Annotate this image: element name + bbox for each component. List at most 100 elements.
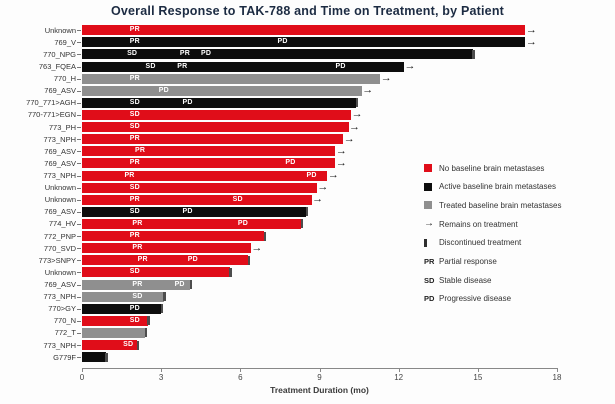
discontinued-tick-icon: [247, 255, 251, 265]
response-label: SD: [132, 292, 143, 300]
response-label: SD: [129, 268, 140, 276]
remains-on-treatment-arrow-icon: →: [335, 156, 347, 169]
patient-label: 763_FQEA: [38, 62, 76, 72]
legend-label: Active baseline brain metastases: [439, 182, 556, 192]
response-label: SD: [129, 98, 140, 106]
response-label: PR: [129, 74, 140, 82]
swimmer-bar: [82, 49, 473, 60]
response-code-symbol: PD: [424, 294, 439, 303]
y-tick: [77, 187, 81, 189]
response-label: SD: [129, 123, 140, 131]
swimmer-bar: [82, 109, 352, 120]
y-tick: [77, 139, 81, 141]
response-label: SD: [129, 110, 140, 118]
swimmer-bar: [82, 170, 328, 181]
legend-item: SD Stable disease: [424, 275, 561, 285]
response-label: PR: [134, 147, 146, 155]
response-label: SD: [145, 62, 156, 70]
response-label: PD: [200, 50, 212, 58]
swimmer-bar: [82, 146, 336, 157]
swimmer-bar: [82, 206, 307, 217]
response-label: SD: [129, 183, 140, 191]
legend-label: Partial response: [439, 256, 497, 266]
x-tick: [82, 368, 83, 372]
response-code-text: PR: [424, 256, 435, 266]
y-tick: [77, 54, 81, 56]
color-swatch-icon: [424, 164, 432, 172]
y-tick: [77, 211, 81, 213]
remains-on-treatment-arrow-icon: →: [317, 181, 329, 194]
legend-label: Treated baseline brain metastases: [439, 200, 562, 210]
response-label: SD: [232, 195, 243, 203]
y-tick: [77, 151, 81, 153]
remains-on-treatment-arrow-icon: →: [362, 84, 374, 97]
patient-label: 770>GY: [48, 304, 76, 314]
patient-label: 773>SNPY: [38, 255, 76, 265]
legend-label: Stable disease: [439, 275, 492, 285]
response-label: PD: [129, 304, 140, 312]
swimmer-bar: [82, 73, 381, 84]
swimmer-bar: [82, 352, 106, 363]
patient-label: 772_PNP: [43, 231, 76, 241]
y-tick: [77, 296, 81, 298]
response-label: SD: [129, 207, 140, 215]
remains-on-treatment-arrow-icon: →: [525, 35, 537, 48]
patient-label: Unknown: [44, 25, 76, 35]
patient-label: 773_NPH: [43, 171, 76, 181]
patient-label: 773_NPH: [43, 292, 76, 302]
response-label: PR: [124, 171, 135, 179]
swimmer-bar: [82, 303, 162, 314]
discontinued-tick-icon: [136, 340, 140, 350]
legend-swatch-icon: [424, 164, 439, 172]
swimmer-bar: [82, 25, 526, 36]
x-tick-label: 18: [552, 373, 562, 382]
x-tick: [557, 368, 558, 372]
swimmer-bar: [82, 279, 191, 290]
response-code-symbol: PR: [424, 257, 439, 266]
y-tick: [77, 308, 81, 310]
patient-label: 769_V: [54, 37, 76, 47]
legend-item: PD Progressive disease: [424, 294, 561, 304]
response-label: PR: [137, 256, 148, 264]
discontinued-tick-icon: [472, 49, 475, 59]
remains-on-treatment-arrow-icon: →: [351, 108, 363, 121]
patient-label: 770-771>EGN: [27, 110, 76, 120]
y-tick: [77, 320, 81, 322]
y-tick: [77, 102, 81, 104]
swimmer-bar: [82, 122, 349, 133]
y-tick: [77, 223, 81, 225]
patient-label: 770_NPG: [43, 49, 76, 59]
discontinued-tick-icon: [144, 328, 148, 338]
legend-item: Discontinued treatment: [424, 238, 561, 248]
response-label: PD: [306, 171, 317, 179]
y-tick: [77, 284, 81, 286]
swimmer-bar: [82, 340, 138, 351]
response-label: PR: [129, 26, 140, 34]
swimmer-bar: [82, 134, 344, 145]
patient-label: 770_771>AGH: [26, 98, 76, 108]
x-tick-label: 0: [79, 373, 85, 382]
response-label: PD: [335, 62, 346, 70]
response-label: PR: [179, 50, 190, 58]
patient-label: 769_ASV: [44, 146, 76, 156]
y-tick: [77, 66, 81, 68]
remains-on-treatment-arrow-icon: →: [525, 23, 537, 36]
patient-label: 773_PH: [48, 122, 76, 132]
y-tick: [77, 332, 81, 334]
response-label: PR: [132, 280, 143, 288]
response-label: SD: [127, 50, 138, 58]
patient-label: 770_SVD: [43, 243, 76, 253]
swimmer-bar: [82, 255, 249, 266]
x-tick-label: 6: [238, 373, 243, 382]
response-label: PD: [187, 256, 198, 264]
legend-item: → Remains on treatment: [424, 219, 561, 229]
discontinued-tick-icon: [105, 352, 108, 362]
discontinued-tick-icon: [147, 316, 150, 326]
y-tick: [77, 357, 81, 359]
discontinued-bar-icon: [424, 238, 439, 247]
legend-item: Active baseline brain metastases: [424, 182, 561, 192]
discontinued-tick-icon: [300, 219, 304, 229]
swimmer-bar: [82, 231, 265, 242]
x-tick: [161, 368, 163, 372]
patient-label: G779F: [53, 352, 76, 362]
